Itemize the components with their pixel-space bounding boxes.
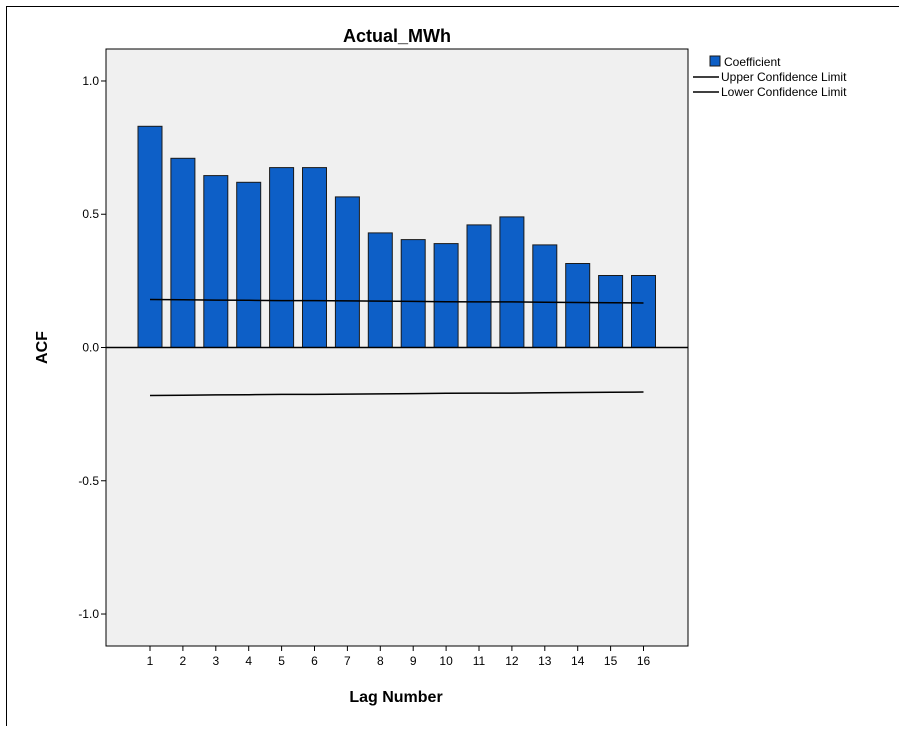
y-axis-title: ACF bbox=[34, 331, 51, 364]
x-tick-label: 9 bbox=[410, 654, 417, 668]
confidence-lines bbox=[106, 298, 688, 397]
acf-bar bbox=[269, 167, 295, 348]
acf-bar bbox=[236, 181, 262, 348]
y-tick-label: 0.5 bbox=[82, 207, 99, 221]
legend-label-lower: Lower Confidence Limit bbox=[721, 85, 847, 99]
acf-bar bbox=[565, 263, 591, 348]
x-tick-label: 15 bbox=[604, 654, 618, 668]
legend-label-coefficient: Coefficient bbox=[724, 55, 781, 69]
x-tick-label: 1 bbox=[147, 654, 154, 668]
acf-bar bbox=[203, 175, 229, 348]
acf-bar bbox=[598, 275, 624, 348]
y-tick-label: 0.0 bbox=[82, 341, 99, 355]
x-tick-label: 5 bbox=[278, 654, 285, 668]
y-tick-label: -1.0 bbox=[78, 607, 99, 621]
x-tick-label: 8 bbox=[377, 654, 384, 668]
legend-swatch-coefficient bbox=[709, 55, 721, 67]
x-tick-label: 12 bbox=[505, 654, 519, 668]
x-tick-label: 4 bbox=[245, 654, 252, 668]
acf-bar bbox=[466, 224, 492, 348]
x-tick-label: 11 bbox=[473, 654, 486, 668]
x-tick-label: 14 bbox=[571, 654, 585, 668]
x-tick-label: 16 bbox=[637, 654, 651, 668]
acf-bar bbox=[433, 243, 459, 349]
x-tick-label: 10 bbox=[439, 654, 453, 668]
upper-confidence-line bbox=[149, 298, 644, 304]
x-tick-label: 3 bbox=[212, 654, 219, 668]
x-tick-label: 13 bbox=[538, 654, 552, 668]
chart-frame bbox=[6, 6, 899, 726]
acf-bar bbox=[367, 232, 393, 348]
y-tick-label: -0.5 bbox=[78, 474, 99, 488]
x-axis: 1 2 3 4 5 6 7 8 9 10 11 12 13 14 15 16 bbox=[147, 646, 651, 668]
y-axis: -1.0 -0.5 0.0 0.5 1.0 bbox=[78, 74, 106, 621]
x-tick-label: 2 bbox=[180, 654, 187, 668]
bars-group bbox=[137, 125, 656, 349]
acf-bar bbox=[499, 216, 525, 348]
acf-bar bbox=[631, 275, 656, 348]
acf-bar bbox=[302, 167, 327, 348]
acf-bar bbox=[532, 244, 558, 348]
acf-bar bbox=[170, 157, 196, 348]
acf-bar bbox=[334, 196, 360, 348]
x-axis-title: Lag Number bbox=[349, 689, 442, 706]
y-tick-label: 1.0 bbox=[82, 74, 99, 88]
acf-bar bbox=[137, 125, 163, 348]
chart-title: Actual_MWh bbox=[343, 26, 451, 46]
acf-bar bbox=[400, 239, 426, 349]
x-tick-label: 7 bbox=[344, 654, 351, 668]
lower-confidence-line bbox=[149, 391, 644, 397]
legend-label-upper: Upper Confidence Limit bbox=[721, 70, 847, 84]
x-tick-label: 6 bbox=[311, 654, 318, 668]
